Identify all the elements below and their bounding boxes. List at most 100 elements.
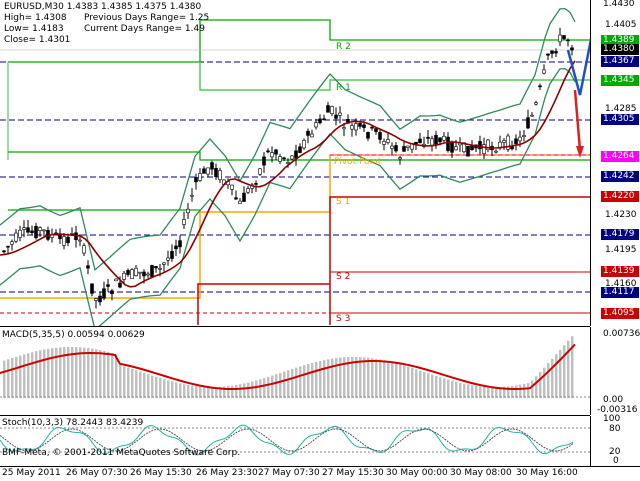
macd-histogram-bar (451, 380, 454, 398)
candle-body (142, 271, 146, 277)
macd-histogram-bar (271, 375, 274, 398)
candle-body (134, 267, 138, 277)
bollinger-upper (0, 7, 576, 272)
macd-histogram-bar (31, 352, 34, 398)
macd-histogram-bar (123, 366, 126, 398)
candle-body (338, 112, 342, 116)
macd-histogram-bar (531, 380, 534, 398)
macd-histogram-bar (203, 386, 206, 398)
candle-body (106, 284, 110, 287)
copyright-text: BMF-Meta, © 2001-2011 MetaQuotes Softwar… (2, 448, 241, 458)
red-forecast-arrow (573, 89, 582, 151)
macd-histogram-bar (291, 368, 294, 398)
candle-body (466, 146, 470, 157)
candle-body (482, 144, 486, 154)
candle-body (254, 183, 258, 185)
candle-body (26, 227, 30, 233)
candle-body (358, 122, 362, 127)
candle-body (558, 34, 562, 43)
candle-body (370, 126, 374, 129)
macd-histogram-bar (523, 383, 526, 398)
candle-body (234, 197, 238, 200)
candle-body (538, 85, 542, 88)
price-tag: 1.4380 (601, 44, 639, 55)
candle-body (402, 146, 406, 152)
candle-body (214, 167, 218, 178)
macd-histogram-bar (459, 382, 462, 398)
candle-body (114, 278, 118, 282)
high-value: High= 1.4308 (4, 13, 67, 23)
candle-body (414, 141, 418, 144)
candle-body (374, 128, 378, 132)
chart-info-panel: EURUSD,M30 1.4383 1.4385 1.4375 1.4380 H… (4, 2, 209, 46)
macd-histogram-bar (227, 386, 230, 398)
macd-histogram-bar (411, 368, 414, 398)
symbol-line: EURUSD,M30 1.4383 1.4385 1.4375 1.4380 (4, 2, 202, 12)
main-chart-pane[interactable]: EURUSD,M30 1.4383 1.4385 1.4375 1.4380 H… (0, 0, 590, 327)
macd-histogram-bar (119, 365, 122, 398)
macd-axis-max: 0.00736 (603, 329, 640, 339)
macd-histogram-bar (447, 379, 450, 398)
time-axis[interactable]: 25 May 2011 26 May 07:30 26 May 15:30 26 Ma… (0, 466, 640, 481)
macd-histogram-bar (91, 348, 94, 398)
price-tag: 1.4242 (601, 171, 639, 182)
stoch-axis-100: 100 (603, 414, 621, 424)
macd-histogram-bar (535, 376, 538, 398)
candle-body (258, 168, 262, 175)
candle-body (14, 232, 18, 242)
pivot-point-label: Pivot Point (334, 157, 382, 167)
candle-body (82, 245, 86, 254)
time-axis-label: 30 May 00:00 (386, 468, 448, 478)
macd-histogram-bar (359, 357, 362, 398)
candle-body (322, 118, 326, 121)
candle-body (262, 156, 266, 166)
macd-histogram-bar (191, 385, 194, 398)
close-value: Close= 1.4301 (4, 35, 71, 45)
macd-histogram-bar (467, 384, 470, 398)
macd-histogram-bar (383, 360, 386, 398)
candle-body (454, 146, 458, 151)
macd-histogram-bar (199, 386, 202, 398)
candle-body (506, 135, 510, 150)
macd-histogram-bar (559, 349, 562, 398)
candle-body (486, 139, 490, 150)
candle-body (126, 270, 130, 275)
candle-body (146, 273, 150, 276)
candle-body (182, 219, 186, 225)
stochastic-pane[interactable]: Stoch(10,3,3) 78.2443 83.4239 BMF-Meta, … (0, 416, 590, 466)
macd-histogram-bar (195, 386, 198, 398)
s2-line-left (197, 283, 330, 325)
candle-body (446, 136, 450, 151)
low-value: Low= 1.4183 (4, 24, 64, 34)
candle-body (70, 233, 74, 235)
macd-histogram-bar (439, 377, 442, 398)
price-axis-label: 1.4230 (605, 210, 637, 220)
current-days-range: Current Days Range= 1.49 (84, 24, 205, 34)
macd-histogram-bar (403, 365, 406, 398)
candle-body (86, 265, 90, 269)
macd-histogram-bar (63, 347, 66, 398)
macd-histogram-bar (19, 355, 22, 398)
candle-body (170, 251, 174, 259)
candle-body (94, 298, 98, 301)
candle-body (534, 102, 538, 105)
time-axis-label: 26 May 07:30 (66, 468, 128, 478)
macd-histogram-bar (55, 347, 58, 398)
candle-body (434, 135, 438, 145)
price-tag: 1.4095 (601, 308, 639, 319)
macd-histogram-bar (127, 367, 130, 398)
macd-histogram-bar (331, 358, 334, 398)
macd-pane[interactable]: MACD(5,35,5) 0.00594 0.00629 (0, 327, 590, 416)
candle-body (478, 141, 482, 150)
macd-histogram-bar (395, 363, 398, 398)
candle-body (550, 50, 554, 54)
candle-body (270, 152, 274, 158)
candle-body (530, 114, 534, 117)
price-axis[interactable]: 1.44051.43401.43201.42851.42301.41951.41… (590, 0, 640, 326)
macd-histogram-bar (7, 359, 10, 398)
macd-histogram-bar (23, 354, 26, 398)
macd-histogram-bar (431, 374, 434, 398)
candle-body (450, 142, 454, 153)
candle-body (294, 150, 298, 159)
macd-histogram-bar (151, 375, 154, 398)
